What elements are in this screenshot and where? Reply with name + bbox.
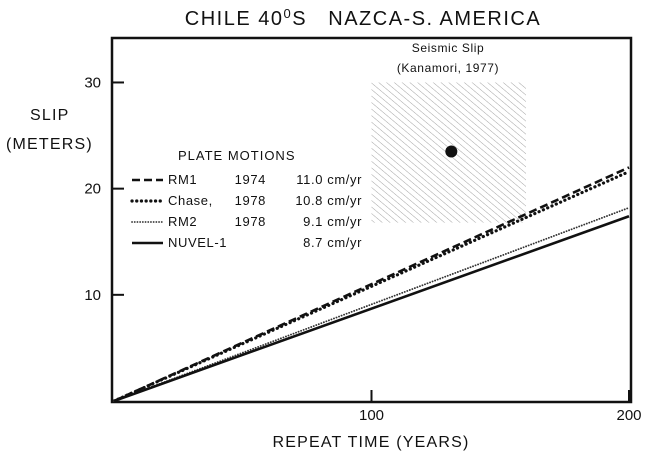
title-left: CHILE 40 [185,8,284,30]
y-tick-label: 20 [84,181,101,198]
legend-series-rate: 10.8 cm/yr [295,193,362,208]
legend-series-name: Chase, [168,193,213,208]
legend-series-rate: 8.7 cm/yr [303,235,362,250]
x-tick-label: 100 [359,407,384,424]
legend-title: PLATE MOTIONS [178,148,296,163]
annotation-source: (Kanamori, 1977) [397,61,499,75]
y-axis-label-line1: SLIP [30,107,70,124]
legend-series-rate: 9.1 cm/yr [303,214,362,229]
y-ticks: 10 20 30 [84,74,124,304]
title-superscript: 0 [284,6,293,21]
series-line [113,206,630,402]
legend-series-name: RM2 [168,214,197,229]
legend-series-rate: 11.0 cm/yr [296,172,362,187]
legend-series-year: 1978 [235,193,266,208]
seismic-slip-point [445,145,458,158]
legend-series-year: 1978 [235,214,266,229]
y-axis-label-line2: (METERS) [6,136,93,153]
chart-title: CHILE 400S NAZCA-S. AMERICA [185,6,541,30]
legend-series-year: 1974 [235,172,266,187]
series-line [112,170,631,403]
legend-series-name: RM1 [168,172,197,187]
title-right: S NAZCA-S. AMERICA [292,8,541,30]
x-axis-label: REPEAT TIME (YEARS) [272,434,469,451]
x-ticks: 100 200 [359,390,642,424]
legend-series-name: NUVEL-1 [168,235,227,250]
series-line [113,215,630,403]
y-tick-label: 10 [84,287,101,304]
series-lines [112,166,631,403]
x-tick-label: 200 [616,407,641,424]
series-line [113,166,630,403]
legend: PLATE MOTIONS RM1 1974 11.0 cm/yr Chase, 197… [130,148,362,250]
y-tick-label: 30 [84,74,101,91]
annotation-title: Seismic Slip [412,41,485,55]
seismic-slip-annotation: Seismic Slip (Kanamori, 1977) [371,41,526,223]
